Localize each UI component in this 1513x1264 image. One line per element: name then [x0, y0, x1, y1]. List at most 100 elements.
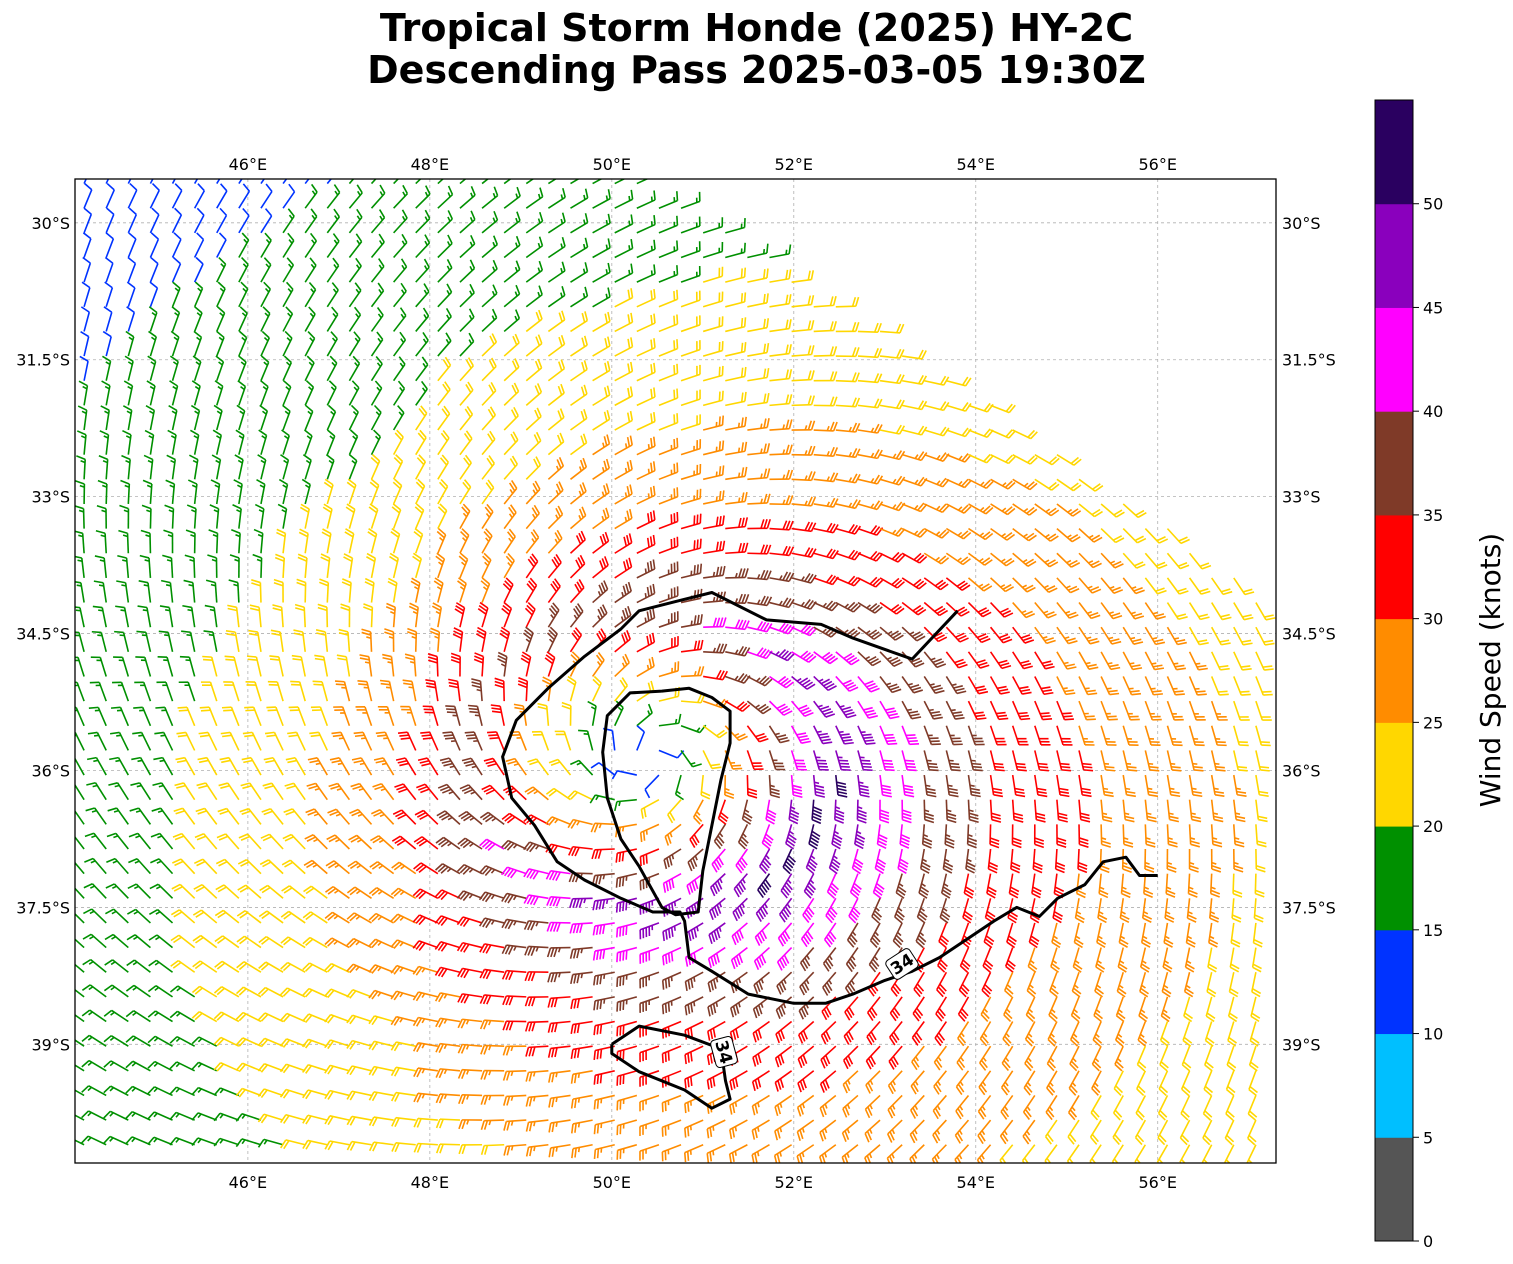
wind-barb	[481, 503, 494, 530]
lon-tick-label-top: 46°E	[229, 155, 267, 174]
wind-barb	[304, 834, 328, 850]
wind-barb	[331, 731, 351, 751]
wind-barb	[1078, 799, 1091, 823]
wind-barb	[979, 1045, 992, 1071]
wind-barb	[1022, 1095, 1036, 1121]
wind-barb	[547, 432, 565, 456]
wind-barb	[1122, 725, 1139, 746]
wind-barb	[835, 448, 861, 459]
wind-barb	[459, 234, 476, 259]
wind-barb	[503, 284, 521, 308]
wind-barb	[127, 908, 151, 924]
wind-barb	[1116, 971, 1127, 998]
wind-barb	[1033, 824, 1045, 849]
wind-barb	[1011, 774, 1026, 798]
wind-barb	[189, 429, 200, 455]
wind-barb	[879, 348, 905, 359]
wind-barb	[614, 653, 630, 678]
wind-barb	[879, 700, 900, 720]
wind-barb	[125, 984, 151, 998]
wind-barb	[458, 1143, 483, 1155]
wind-barb	[392, 356, 406, 382]
wind-barb	[315, 629, 329, 652]
wind-barb	[213, 1137, 240, 1147]
wind-barb	[304, 208, 318, 234]
wind-barb	[437, 210, 454, 234]
wind-barb	[791, 624, 817, 637]
wind-barb	[684, 1070, 704, 1089]
wind-barb	[248, 629, 262, 652]
wind-barb	[1100, 503, 1125, 518]
wind-barb	[501, 839, 527, 851]
wind-barb	[370, 307, 384, 332]
wind-barb	[370, 258, 385, 283]
wind-barb	[1210, 750, 1226, 772]
wind-barb	[370, 179, 377, 185]
wind-barb	[755, 897, 771, 922]
wind-barb	[191, 380, 201, 406]
lon-tick-label-top: 48°E	[411, 155, 449, 174]
wind-barb	[280, 454, 290, 480]
wind-barb	[147, 1010, 173, 1023]
wind-barb	[368, 912, 395, 924]
wind-barb	[127, 182, 138, 209]
wind-barb	[189, 454, 199, 480]
wind-barb	[639, 996, 660, 1013]
wind-barb	[235, 1011, 262, 1023]
wind-barb	[81, 984, 107, 998]
wind-barb	[367, 528, 378, 554]
wind-barb	[1056, 552, 1081, 568]
wind-barb	[616, 971, 638, 987]
wind-barb	[990, 503, 1016, 516]
wind-barb	[636, 239, 656, 259]
wind-barb	[169, 1035, 196, 1047]
wind-barb	[658, 487, 679, 505]
wind-barb	[269, 655, 284, 677]
wind-barb	[400, 705, 417, 727]
wind-barb	[238, 257, 249, 283]
wind-barb	[182, 604, 196, 628]
wind-barb	[457, 577, 467, 603]
wind-barb	[990, 527, 1016, 541]
wind-barb	[570, 457, 588, 480]
wind-barb	[769, 269, 792, 283]
wind-barb	[216, 183, 228, 209]
wind-barb	[725, 619, 750, 631]
wind-barb	[394, 783, 417, 801]
wind-barb	[590, 822, 615, 833]
wind-barb	[481, 333, 498, 357]
wind-barb	[769, 649, 795, 662]
wind-barb	[304, 232, 318, 258]
wind-barb	[966, 824, 978, 849]
wind-barb	[324, 1039, 350, 1050]
wind-barb	[435, 1068, 461, 1079]
wind-barb	[369, 478, 380, 505]
wind-barb	[570, 1070, 593, 1084]
wind-barb	[503, 528, 516, 554]
wind-barb	[730, 946, 748, 970]
wind-barb	[113, 656, 130, 677]
wind-barb	[680, 639, 704, 653]
wind-barb	[280, 1139, 306, 1150]
wind-barb	[1188, 626, 1209, 646]
wind-barb	[373, 757, 395, 776]
wind-barb	[1122, 676, 1142, 696]
wind-barb	[149, 207, 160, 234]
wind-barb	[593, 1094, 615, 1110]
wind-barb	[751, 1119, 770, 1140]
wind-barb	[658, 586, 679, 604]
wind-barb	[437, 783, 461, 801]
wind-barb	[171, 256, 182, 283]
wind-barb	[713, 823, 726, 850]
wind-barb	[864, 1119, 881, 1143]
wind-barb	[357, 680, 373, 702]
wind-barb	[304, 257, 317, 283]
wind-barb	[282, 179, 288, 185]
wind-barb	[879, 675, 902, 694]
wind-barb	[282, 257, 295, 283]
wind-barb	[502, 785, 527, 801]
wind-barb	[434, 940, 461, 952]
wind-barb	[149, 256, 159, 283]
wind-barb	[478, 865, 505, 876]
wind-barb	[593, 996, 615, 1011]
